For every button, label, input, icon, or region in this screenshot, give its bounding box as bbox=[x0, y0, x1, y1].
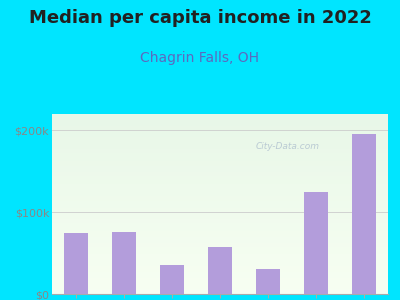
Bar bbox=[304, 192, 328, 294]
Text: Median per capita income in 2022: Median per capita income in 2022 bbox=[28, 9, 372, 27]
Text: Chagrin Falls, OH: Chagrin Falls, OH bbox=[140, 51, 260, 65]
Bar bbox=[64, 232, 88, 294]
Bar bbox=[208, 247, 232, 294]
Bar bbox=[256, 269, 280, 294]
Bar bbox=[112, 232, 136, 294]
Bar bbox=[160, 266, 184, 294]
Bar bbox=[352, 134, 376, 294]
Text: City-Data.com: City-Data.com bbox=[255, 142, 319, 151]
